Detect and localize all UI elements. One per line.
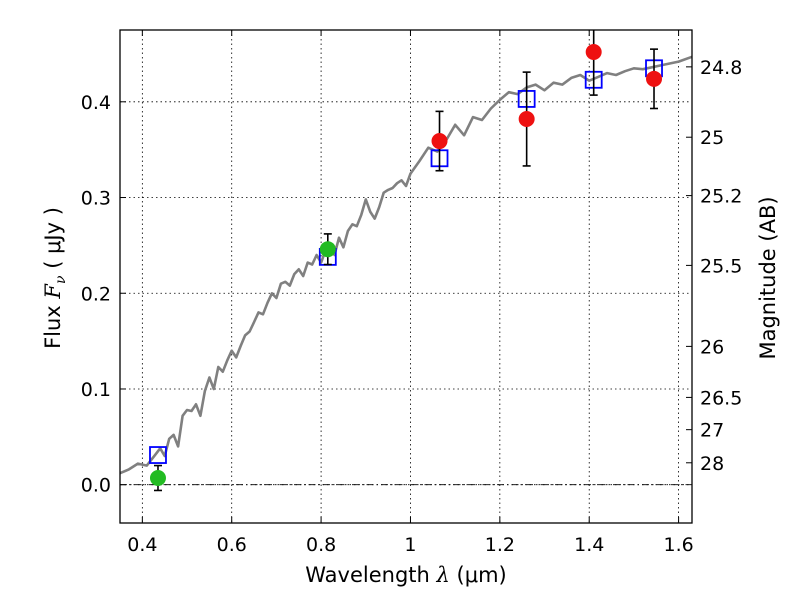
- x-tick-label: 0.4: [127, 534, 157, 556]
- observed-points-group: [149, 44, 663, 487]
- x-tick-label: 1: [404, 534, 416, 556]
- y-tick-label: 0.3: [81, 188, 111, 210]
- observed-point: [319, 241, 336, 258]
- x-tick-label: 1.4: [574, 534, 604, 556]
- right-tick-label: 27: [700, 420, 724, 442]
- observed-point: [585, 44, 602, 61]
- sed-line: [119, 55, 693, 475]
- tick-labels: 0.4 0.6 0.8 1 1.2 1.4 1.6 0.0 0.1 0.2 0.3 0.4 24.8 25…: [81, 57, 743, 556]
- observed-point: [149, 470, 166, 487]
- right-tick-label: 26.5: [700, 387, 742, 409]
- y-tick-label: 0.4: [81, 92, 111, 114]
- right-tick-label: 26: [700, 336, 724, 358]
- model-square-point: [149, 446, 167, 464]
- y-tick-label: 0.0: [81, 475, 111, 497]
- grid-lines: [120, 30, 692, 523]
- right-tick-label: 25.2: [700, 186, 742, 208]
- y-tick-label: 0.1: [81, 379, 111, 401]
- x-tick-label: 0.8: [306, 534, 336, 556]
- right-tick-label: 25.5: [700, 255, 742, 277]
- y-tick-label: 0.2: [81, 283, 111, 305]
- model-sed-group: [119, 55, 693, 475]
- observed-point: [646, 70, 663, 87]
- tick-marks: [120, 30, 692, 523]
- right-tick-label: 24.8: [700, 57, 742, 79]
- x-tick-label: 0.6: [217, 534, 247, 556]
- x-axis-title: Wavelength λ (μm): [305, 563, 506, 587]
- right-axis-title: Magnitude (AB): [756, 196, 780, 359]
- right-tick-label: 25: [700, 127, 724, 149]
- plot-frame: [119, 29, 693, 524]
- x-tick-label: 1.6: [663, 534, 693, 556]
- observed-point: [518, 111, 535, 128]
- right-tick-label: 28: [700, 453, 724, 475]
- observed-point: [431, 133, 448, 150]
- x-tick-label: 1.2: [485, 534, 515, 556]
- y-axis-title: Flux Fν ( μJy ): [41, 207, 69, 349]
